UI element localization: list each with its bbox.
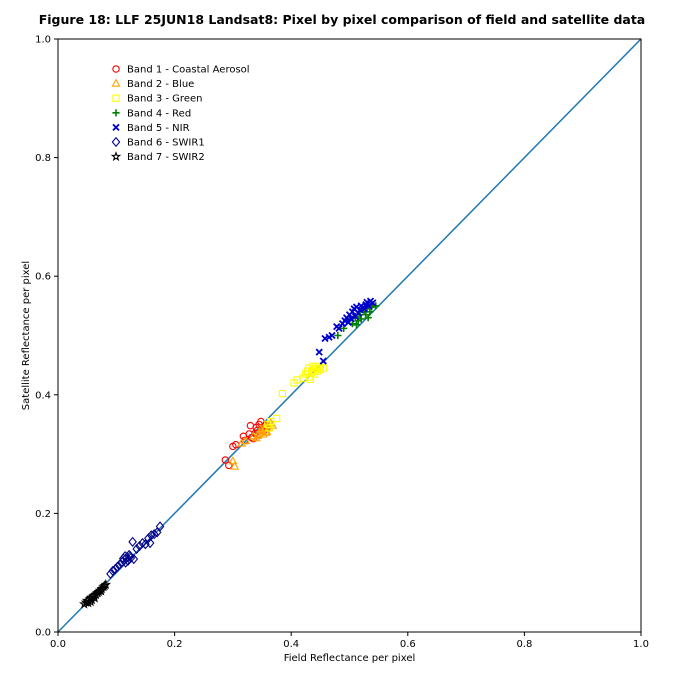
data-point — [144, 533, 153, 544]
legend-marker — [112, 65, 120, 73]
x-tick-label: 0.0 — [50, 639, 66, 650]
series-band-3 — [264, 362, 327, 432]
data-point — [155, 521, 165, 532]
data-point — [128, 536, 137, 548]
legend: Band 1 - Coastal Aerosol Band 2 - Blue Ban… — [110, 65, 250, 163]
data-point — [89, 592, 100, 603]
data-point — [225, 461, 233, 470]
series-band-7 — [78, 579, 112, 609]
data-point — [319, 357, 327, 365]
data-point — [347, 315, 355, 323]
data-point — [352, 321, 361, 329]
data-point — [366, 308, 374, 316]
legend-marker — [111, 136, 121, 148]
data-point — [110, 563, 120, 575]
x-tick-label: 0.8 — [516, 639, 532, 650]
y-tick-label: 0.0 — [35, 628, 51, 639]
data-point — [369, 299, 377, 307]
legend-label: Band 7 - SWIR2 — [127, 152, 205, 163]
data-point — [132, 543, 142, 555]
legend-label: Band 1 - Coastal Aerosol — [127, 65, 250, 76]
legend-label: Band 2 - Blue — [127, 79, 194, 90]
legend-label: Band 3 - Green — [127, 94, 202, 105]
series-band-5 — [315, 297, 377, 365]
data-point — [315, 348, 323, 356]
data-point — [319, 364, 327, 372]
legend-marker — [112, 94, 120, 102]
data-point — [85, 596, 96, 607]
data-point — [145, 537, 155, 549]
x-tick-label: 1.0 — [633, 639, 649, 650]
data-point — [309, 362, 317, 370]
x-axis-label: Field Reflectance per pixel — [284, 653, 416, 664]
legend-marker — [111, 78, 121, 87]
data-point — [121, 557, 130, 568]
legend-marker — [112, 123, 120, 132]
y-tick-label: 0.8 — [35, 153, 51, 164]
legend-label: Band 6 - SWIR1 — [127, 138, 205, 149]
data-point — [328, 331, 336, 340]
data-point — [108, 565, 118, 577]
y-tick-label: 0.6 — [35, 272, 51, 283]
legend-marker — [112, 109, 120, 117]
plot-frame — [57, 38, 642, 633]
data-point — [221, 456, 230, 464]
data-point — [149, 528, 159, 540]
data-point — [228, 456, 238, 465]
reference-line-layer — [57, 38, 642, 633]
y-tick-label: 0.2 — [35, 509, 51, 520]
data-point — [278, 389, 287, 398]
one-to-one-line — [57, 38, 642, 633]
data-point — [253, 430, 263, 439]
x-tick-label: 0.2 — [167, 639, 183, 650]
data-point — [258, 429, 268, 438]
data-point — [256, 424, 266, 433]
legend-marker — [110, 151, 122, 162]
data-point — [267, 417, 275, 426]
legend-label: Band 5 - NIR — [127, 123, 190, 134]
legend-label: Band 4 - Red — [127, 108, 191, 119]
data-point — [118, 553, 128, 564]
data-point — [261, 427, 271, 436]
data-point — [129, 553, 139, 565]
data-point — [272, 414, 281, 423]
series-band-6 — [106, 521, 165, 580]
data-point — [360, 305, 368, 313]
data-point — [306, 375, 315, 384]
data-point — [113, 561, 122, 572]
data-point — [100, 579, 112, 590]
data-point — [146, 530, 156, 541]
data-point — [241, 435, 251, 445]
axis-ticks-layer: 0.0 0.2 0.4 0.6 0.8 1.0 0.0 0.2 0.4 0.6 0.8 1.0 — [35, 35, 649, 651]
data-point — [125, 550, 135, 562]
data-point — [106, 568, 115, 580]
data-point — [237, 438, 247, 447]
data-points-layer — [78, 297, 380, 609]
data-point — [138, 537, 147, 549]
data-point — [95, 585, 107, 596]
x-tick-label: 0.6 — [400, 639, 416, 650]
x-tick-label: 0.4 — [283, 639, 299, 650]
y-tick-label: 1.0 — [35, 35, 51, 46]
y-axis-label: Satellite Reflectance per pixel — [21, 261, 32, 410]
data-point — [334, 331, 342, 340]
data-point — [230, 461, 240, 470]
y-tick-label: 0.4 — [35, 390, 51, 401]
data-point — [364, 314, 372, 322]
chart-title: Figure 18: LLF 25JUN18 Landsat8: Pixel b… — [38, 12, 646, 27]
